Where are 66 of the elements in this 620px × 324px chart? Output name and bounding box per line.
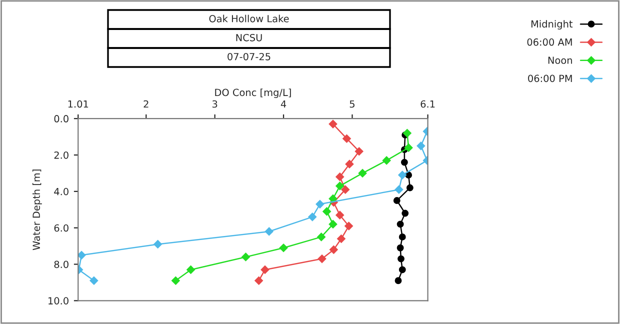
point (337, 234, 346, 243)
y-tick-label: 2.0 (54, 151, 68, 159)
x-tick-label: 1.01 (68, 100, 88, 108)
y-tick-label: 0.0 (54, 115, 68, 122)
y-tick-label: 4.0 (54, 188, 68, 196)
text: 07-07-25 (228, 52, 270, 60)
point (354, 147, 364, 156)
legend-label: 06:00 AM (527, 38, 572, 46)
legend-label: 06:00 PM (528, 74, 572, 82)
point (78, 251, 86, 260)
point (328, 120, 338, 128)
x-tick-label: 2 (144, 100, 148, 108)
point (336, 172, 344, 181)
x-axis-title: DO Conc [mg/L] (215, 88, 291, 98)
point (264, 227, 274, 236)
point (396, 244, 404, 252)
point (316, 200, 324, 208)
point (396, 220, 404, 228)
point (336, 210, 344, 220)
point (330, 246, 338, 254)
legend-label: Midnight (531, 20, 573, 30)
point (336, 182, 344, 190)
point (358, 169, 367, 178)
x-tick-label: 5 (350, 100, 354, 108)
y-tick-label: 6.0 (54, 224, 68, 232)
point (172, 276, 180, 285)
point (382, 156, 391, 165)
point (341, 185, 350, 194)
y-axis-title: Water Depth [m] (32, 170, 42, 250)
legend-label: Noon (548, 56, 572, 64)
point (398, 266, 406, 274)
x-tick-label: 6.1 (420, 100, 435, 108)
point (394, 185, 404, 194)
point (254, 276, 263, 285)
point (404, 144, 413, 152)
y-tick-label: 10.0 (48, 297, 68, 305)
point (398, 233, 406, 240)
point (398, 170, 407, 180)
point (328, 220, 338, 228)
point (328, 194, 338, 203)
chart-subtitle: NCSU (236, 34, 262, 42)
point (398, 255, 404, 262)
y-tick-label: 8.0 (54, 260, 68, 268)
point (242, 252, 250, 262)
point (318, 254, 326, 263)
point (322, 207, 331, 216)
point (393, 197, 400, 204)
point (344, 222, 353, 230)
point (394, 277, 402, 284)
point (260, 266, 270, 274)
chart-title: Oak Hollow Lake (209, 14, 289, 22)
x-tick-label: 4 (280, 100, 286, 108)
point (416, 142, 426, 150)
x-tick-label: 3 (212, 100, 218, 108)
point (345, 160, 354, 168)
point (308, 212, 317, 222)
point (317, 232, 326, 242)
point (406, 184, 414, 192)
point (90, 276, 98, 285)
point (186, 266, 195, 274)
point (279, 244, 288, 252)
point (400, 158, 408, 166)
point (402, 210, 409, 217)
point (342, 134, 351, 143)
point (154, 240, 162, 248)
point (403, 129, 412, 138)
